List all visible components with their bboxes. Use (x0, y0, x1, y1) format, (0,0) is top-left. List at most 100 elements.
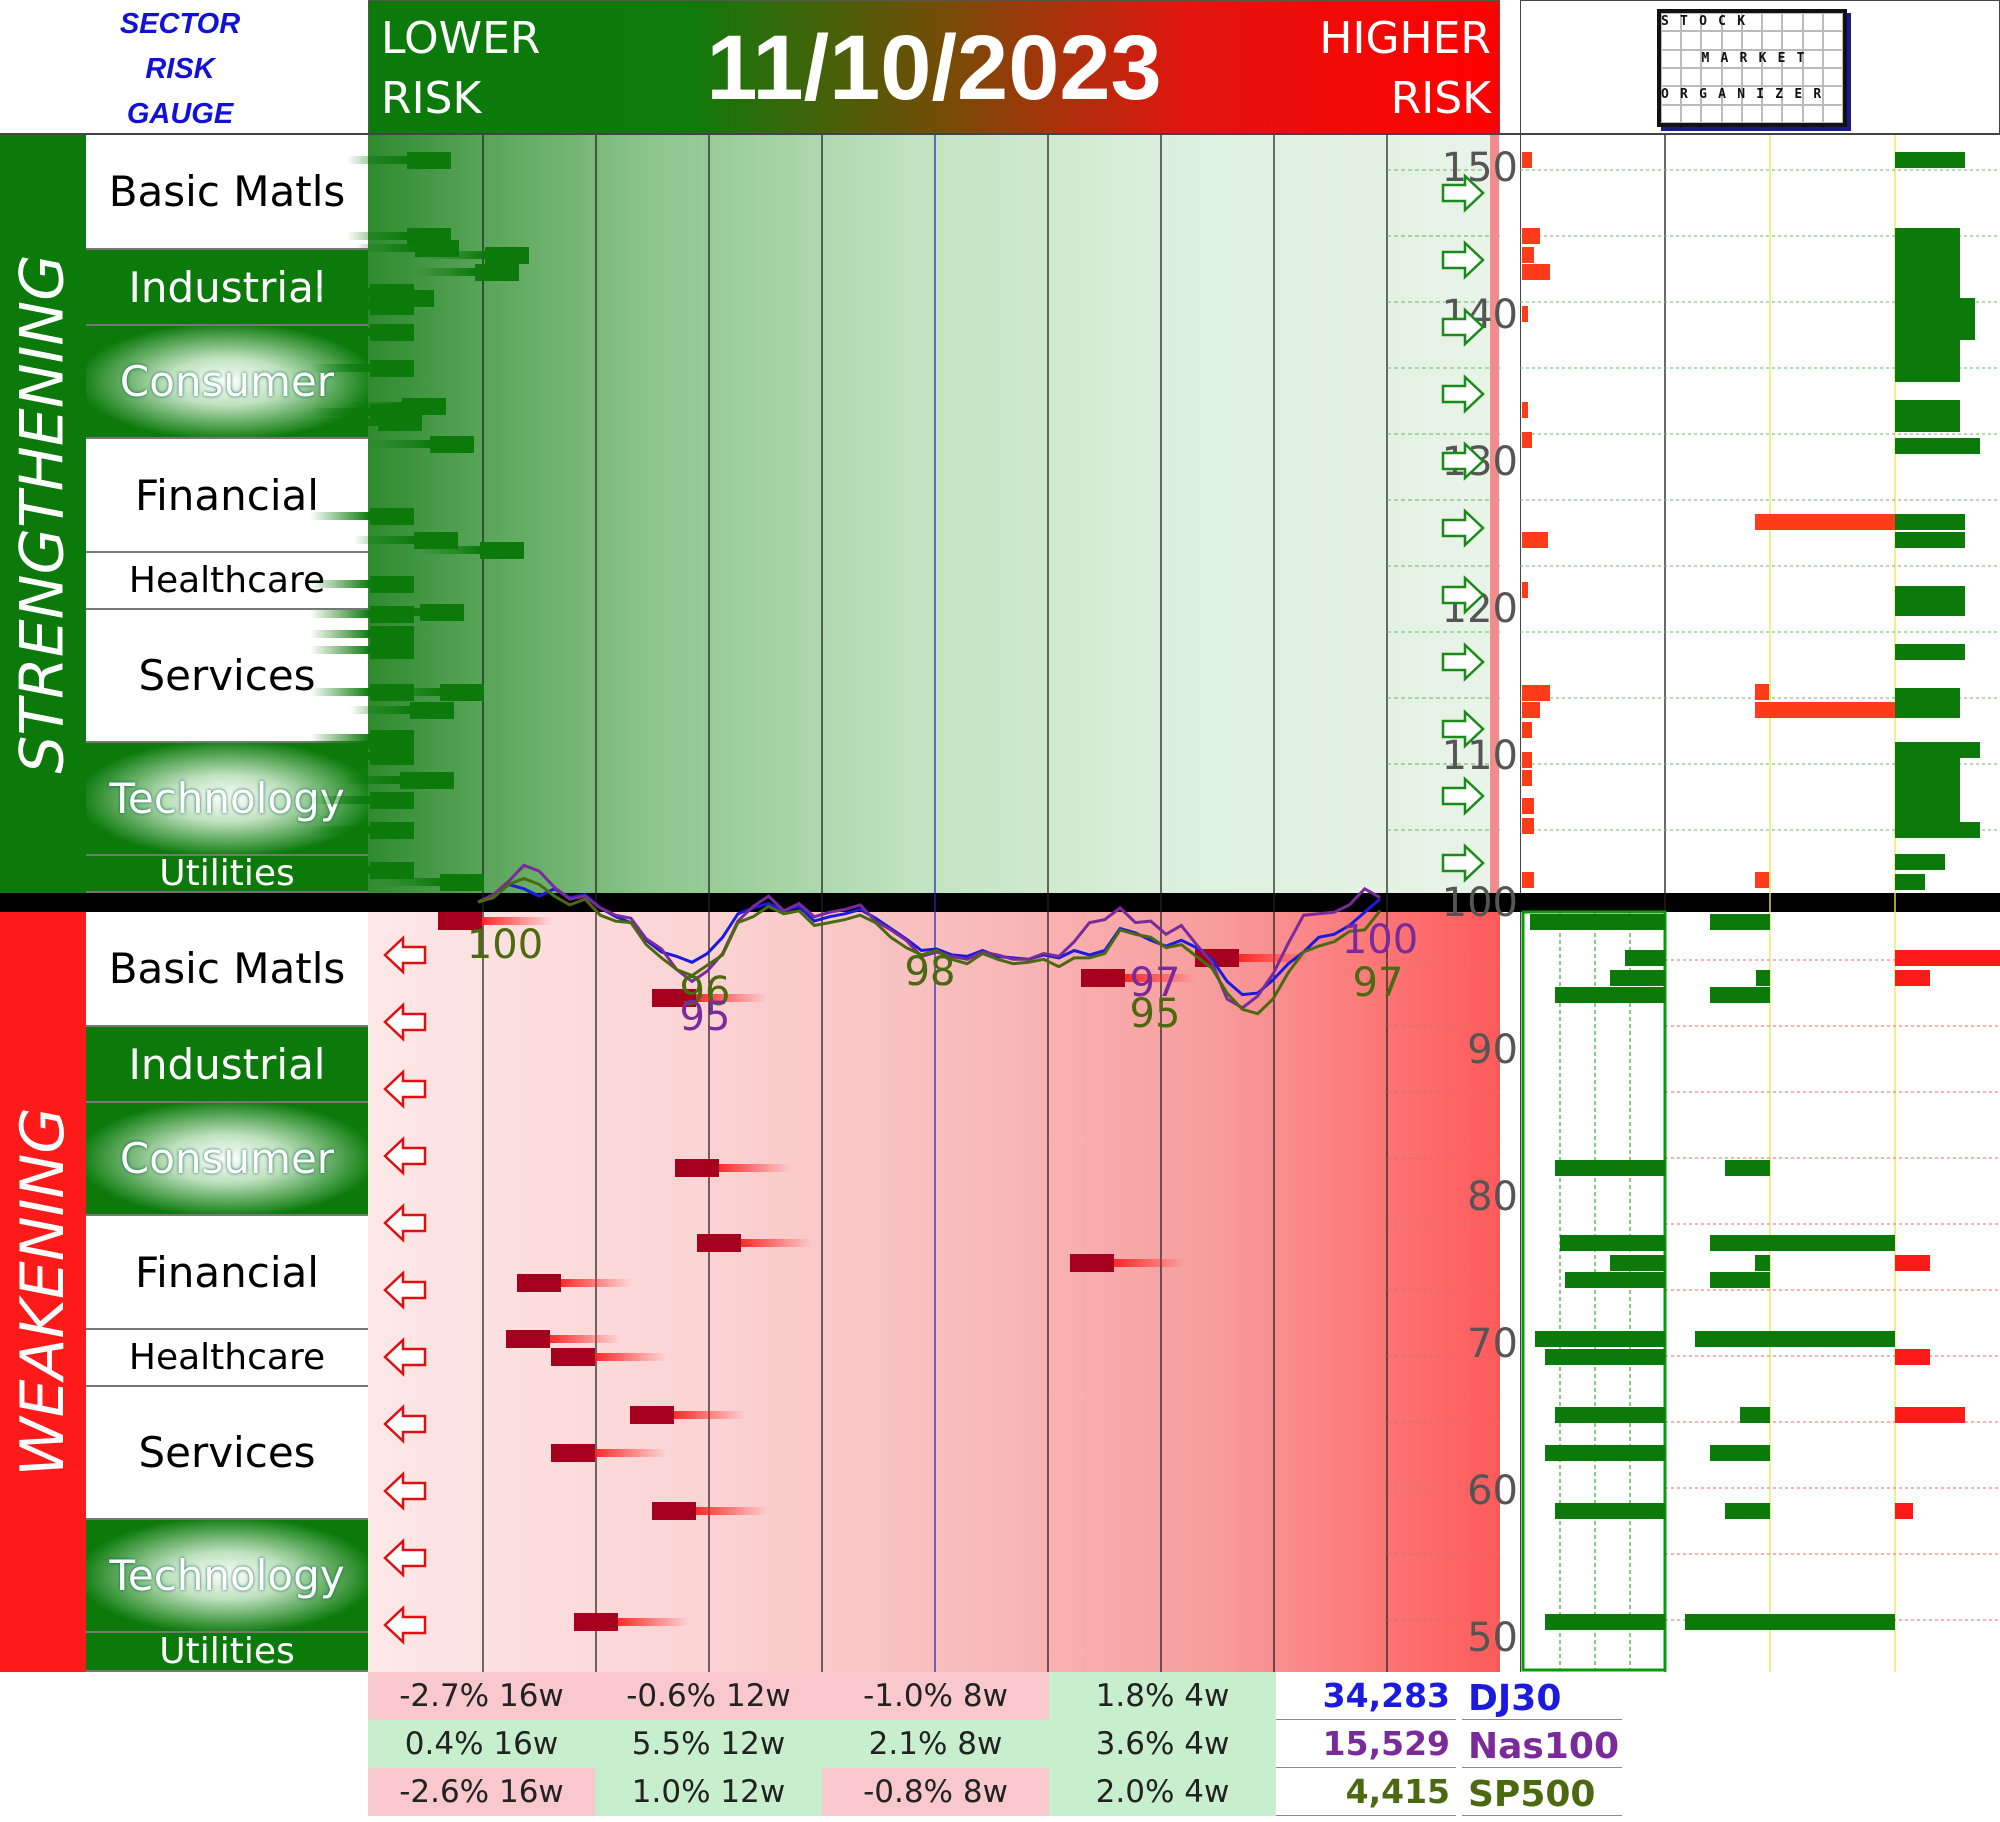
stat-cell: 0.4% 16w (368, 1720, 595, 1768)
higher-risk-label: HIGHER RISK (1319, 13, 1491, 124)
risk-bar (1522, 798, 1534, 814)
weak-indicator-bar (1710, 1272, 1770, 1288)
risk-bar (1522, 702, 1540, 718)
weak-indicator-bar (1555, 1407, 1665, 1423)
strength-bar-tail (310, 752, 370, 760)
strength-bar-tail (360, 608, 420, 616)
weak-bar (1070, 1254, 1114, 1272)
weak-bar (630, 1406, 674, 1424)
risk-bar (1522, 264, 1550, 280)
weak-risk-bar (1895, 1255, 1930, 1271)
left-arrow-icon (383, 1136, 427, 1176)
weak-bar-tail (737, 1239, 812, 1247)
risk-bar (1522, 770, 1532, 786)
strength-indicator-bar (1895, 284, 1960, 300)
strength-bar (370, 576, 414, 593)
strength-bar-tail (310, 646, 370, 654)
weak-indicator-bar (1770, 1614, 1895, 1630)
right-arrow-icon (1441, 843, 1485, 883)
strength-bar-tail (330, 294, 390, 302)
left-arrow-icon (383, 935, 427, 975)
y-tick-label: 50 (1467, 1615, 1518, 1661)
weak-bar-tail (715, 1164, 790, 1172)
strength-indicator-bar (1895, 254, 1960, 270)
strength-bar (407, 152, 451, 169)
strength-bar-tail (310, 408, 370, 416)
strength-bar-tail (380, 878, 440, 886)
weak-bar (506, 1330, 550, 1348)
weak-indicator-bar (1555, 1503, 1665, 1519)
stat-cell: -2.7% 16w (368, 1672, 595, 1720)
right-arrow-icon (1441, 441, 1485, 481)
weak-indicator-bar (1530, 914, 1665, 930)
line-value-label: 97 (1353, 960, 1404, 1006)
weak-risk-bar (1895, 970, 1930, 986)
risk-bar (1522, 872, 1534, 888)
right-panel-bottom (1520, 912, 2000, 1672)
right-arrow-icon (1441, 709, 1485, 749)
lower-risk-label: LOWER RISK (381, 13, 541, 124)
weakening-sector-list: Basic Matls Industrial Consumer Financial He… (86, 912, 368, 1672)
strength-indicator-bar (1895, 438, 1980, 454)
sector-financial: Financial (86, 1216, 368, 1330)
right-arrow-icon (1441, 374, 1485, 414)
line-value-label: 97 (1130, 960, 1181, 1006)
sector-industrial: Industrial (86, 1027, 368, 1103)
weak-bar (1081, 969, 1125, 987)
date-title: 11/10/2023 (706, 16, 1162, 119)
strength-indicator-bar (1895, 782, 1960, 798)
strength-bar (414, 532, 458, 549)
date-banner: LOWER RISK 11/10/2023 HIGHER RISK (368, 0, 1500, 134)
weak-bar (652, 1502, 696, 1520)
left-arrow-icon (383, 1404, 427, 1444)
weak-bar-tail (692, 1507, 767, 1515)
scale-bar-top (1490, 135, 1499, 893)
strengthening-sector-list: Basic Matls Industrial Consumer Financial He… (86, 135, 368, 894)
index-stats-table: -2.7% 16w -0.6% 12w -1.0% 8w 1.8% 4w 34,283 D… (368, 1672, 1668, 1816)
weak-risk-bar (1895, 1407, 1965, 1423)
strength-bar (370, 324, 414, 341)
strength-bar-tail (310, 364, 370, 372)
sector-utilities: Utilities (86, 1631, 368, 1672)
weak-bar-tail (591, 1449, 666, 1457)
strength-indicator-bar (1895, 416, 1960, 432)
sector-services: Services (86, 1387, 368, 1520)
weak-bar (652, 989, 696, 1007)
strength-indicator-bar (1895, 874, 1925, 890)
strength-bar (370, 792, 414, 809)
weak-indicator-bar (1710, 1235, 1770, 1251)
strength-indicator-bar (1895, 644, 1965, 660)
right-arrow-icon (1441, 642, 1485, 682)
strength-indicator-bar (1895, 822, 1980, 838)
risk-bar (1522, 532, 1548, 548)
strength-indicator-bar (1895, 298, 1975, 314)
left-arrow-icon (383, 1002, 427, 1042)
weak-bar (551, 1348, 595, 1366)
y-tick-label: 100 (1442, 880, 1518, 926)
gauge-title-line2: RISK (145, 53, 215, 85)
sector-basic-matls: Basic Matls (86, 135, 368, 250)
strength-indicator-bar (1895, 768, 1960, 784)
strength-bar-tail (420, 546, 480, 554)
strength-bar-tail (310, 302, 370, 310)
sector-basic-matls: Basic Matls (86, 912, 368, 1027)
risk-bar (1522, 752, 1532, 768)
strength-bar-tail (310, 630, 370, 638)
index-value: 34,283 (1276, 1672, 1456, 1720)
weak-indicator-bar (1610, 970, 1665, 986)
strength-indicator-bar (1895, 742, 1980, 758)
sector-healthcare: Healthcare (86, 1330, 368, 1387)
weak-bar (517, 1274, 561, 1292)
strength-bar-tail (415, 268, 475, 276)
weak-risk-bar (1895, 950, 2000, 966)
strength-indicator-bar (1895, 269, 1960, 285)
risk-bar (1755, 872, 1769, 888)
y-tick-label: 110 (1442, 733, 1518, 779)
gauge-title-line3: GAUGE (126, 98, 234, 130)
weak-indicator-bar (1755, 1255, 1770, 1271)
weak-bar (675, 1159, 719, 1177)
index-value: 4,415 (1276, 1768, 1456, 1816)
index-name: SP500 (1462, 1768, 1622, 1816)
